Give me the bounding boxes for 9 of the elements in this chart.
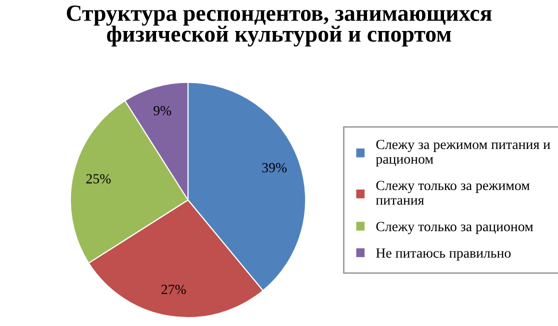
legend-label: Слежу за режимом питания и рационом	[376, 140, 550, 167]
data-label: 25%	[86, 174, 111, 184]
legend-label: Не питаюсь правильно	[376, 248, 511, 261]
legend-label: Слежу только за рационом	[376, 222, 534, 234]
chart-title: Структура респондентов, занимающихся физической культурой и спортом	[66, 6, 492, 47]
data-label: 9%	[154, 106, 172, 116]
legend-label: Слежу только за режимом питания	[376, 180, 530, 205]
data-label: 39%	[262, 163, 287, 172]
data-label: 27%	[162, 284, 186, 294]
